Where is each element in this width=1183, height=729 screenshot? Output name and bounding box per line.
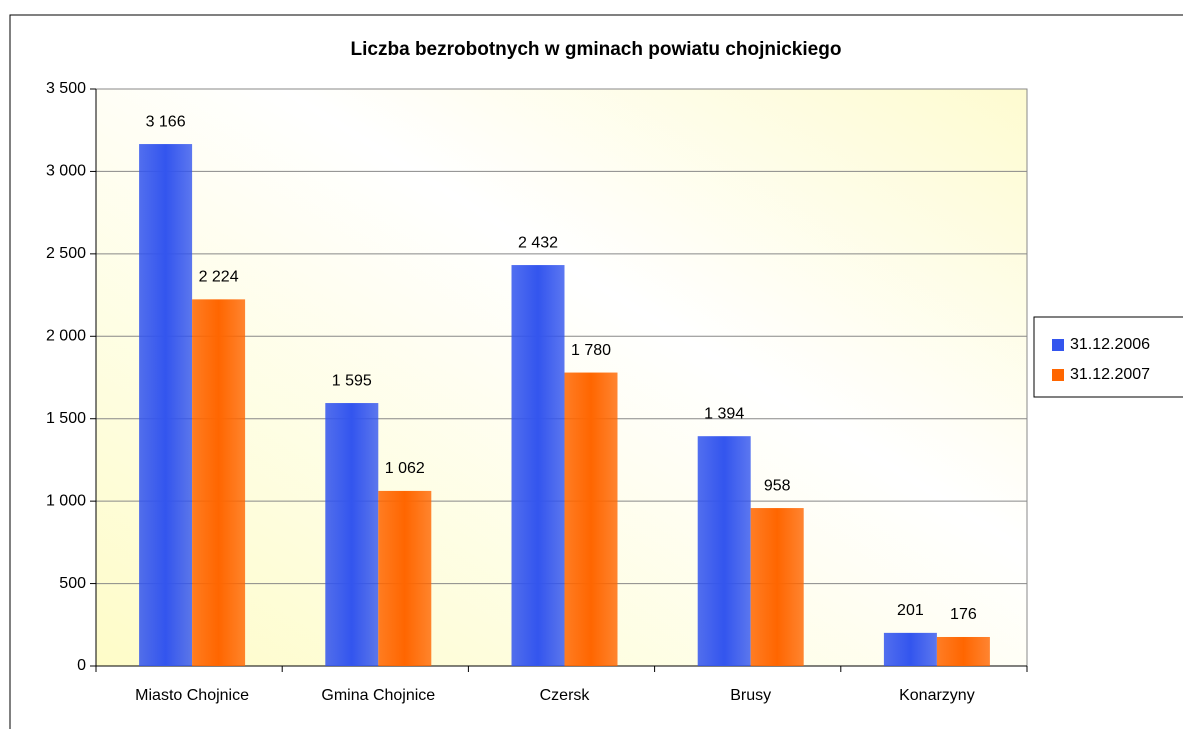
bar <box>325 403 379 666</box>
bar <box>883 632 937 666</box>
value-label: 1 780 <box>571 342 611 359</box>
value-label: 201 <box>897 602 924 619</box>
legend-label: 31.12.2006 <box>1070 336 1150 353</box>
chart-title: Liczba bezrobotnych w gminach powiatu ch… <box>351 39 842 60</box>
value-label: 2 432 <box>518 234 558 251</box>
value-label: 1 062 <box>385 460 425 477</box>
y-tick-label: 3 000 <box>46 163 86 180</box>
y-tick-label: 2 000 <box>46 328 86 345</box>
value-label: 2 224 <box>199 269 239 286</box>
y-tick-label: 0 <box>77 657 86 674</box>
bar <box>192 299 246 666</box>
value-label: 3 166 <box>146 113 186 130</box>
bar <box>378 490 432 666</box>
y-tick-label: 1 000 <box>46 492 86 509</box>
value-label: 176 <box>950 606 977 623</box>
y-tick-label: 3 500 <box>46 80 86 97</box>
value-label: 958 <box>764 477 791 494</box>
legend-swatch <box>1052 369 1064 381</box>
x-tick-label: Konarzyny <box>899 687 975 704</box>
x-tick-label: Gmina Chojnice <box>321 687 435 704</box>
value-label: 1 394 <box>704 405 744 422</box>
x-tick-label: Brusy <box>730 687 771 704</box>
bar <box>511 265 565 666</box>
y-tick-label: 2 500 <box>46 245 86 262</box>
legend-swatch <box>1052 339 1064 351</box>
x-tick-label: Czersk <box>540 687 591 704</box>
y-tick-label: 1 500 <box>46 410 86 427</box>
y-tick-label: 500 <box>59 575 86 592</box>
legend-label: 31.12.2007 <box>1070 366 1150 383</box>
bar <box>564 372 618 666</box>
bar <box>936 636 990 666</box>
x-tick-label: Miasto Chojnice <box>135 687 249 704</box>
bar <box>697 436 751 666</box>
bar <box>750 508 804 666</box>
legend-box <box>1033 316 1183 398</box>
value-label: 1 595 <box>332 372 372 389</box>
bar <box>139 144 193 667</box>
